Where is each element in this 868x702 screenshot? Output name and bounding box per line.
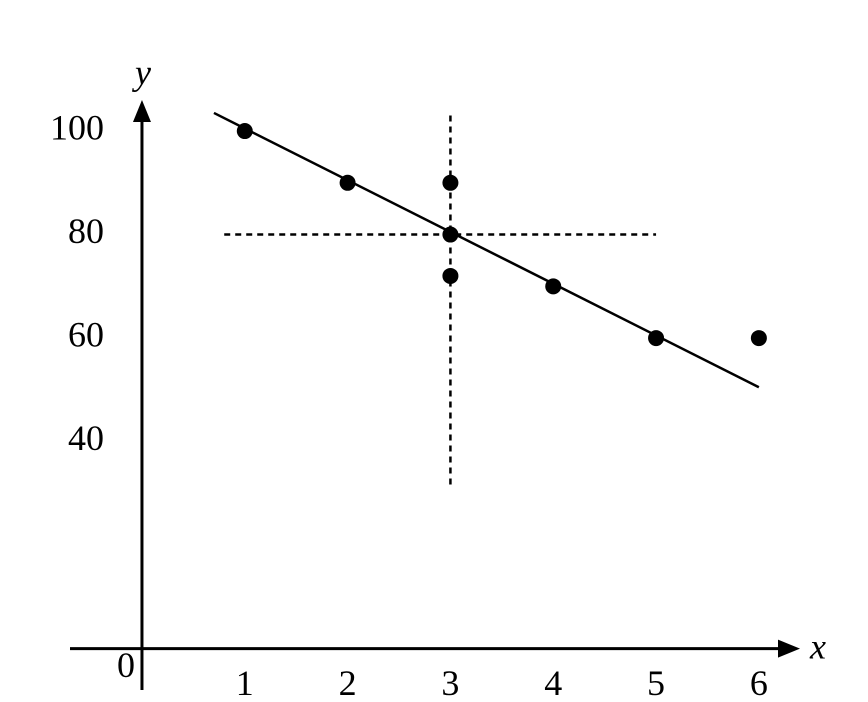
y-tick-label: 60 <box>68 314 104 354</box>
point <box>236 123 253 140</box>
point <box>442 174 459 191</box>
x-tick-label: 5 <box>647 663 665 702</box>
point <box>339 174 356 191</box>
x-tick-label: 6 <box>750 663 768 702</box>
y-axis-arrow <box>132 100 151 122</box>
x-axis-arrow <box>778 639 800 658</box>
x-tick-label: 1 <box>236 663 254 702</box>
y-axis-label: y <box>132 52 151 92</box>
x-tick-label: 4 <box>544 663 562 702</box>
fit-line <box>213 111 760 389</box>
x-tick-label: 2 <box>339 663 357 702</box>
x-tick-label: 3 <box>441 663 459 702</box>
point <box>545 278 562 295</box>
y-tick-label: 100 <box>50 107 104 147</box>
y-tick-label: 80 <box>68 211 104 251</box>
origin-label: 0 <box>117 645 135 685</box>
point <box>442 226 459 243</box>
x-axis-label: x <box>809 626 826 666</box>
point <box>442 267 459 284</box>
point <box>648 330 665 347</box>
point <box>750 330 767 347</box>
y-tick-label: 40 <box>68 418 104 458</box>
